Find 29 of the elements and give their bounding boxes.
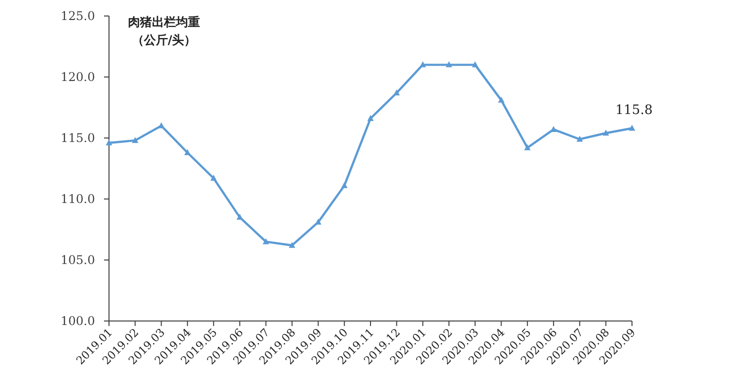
y-tick-label: 100.0 [60,314,95,328]
y-tick-label: 115.0 [60,131,95,145]
point [210,174,217,181]
point [602,130,610,136]
point [628,124,636,131]
point [472,61,478,68]
point [262,238,270,244]
point [393,89,400,96]
point [315,218,322,225]
point [367,114,374,121]
point [288,242,296,248]
point [524,144,531,150]
point [184,149,191,156]
point [236,214,243,220]
point [576,136,583,142]
point [158,122,164,128]
y-tick-label: 125.0 [60,9,95,23]
y-tick-label: 110.0 [60,192,95,206]
y-tick-label: 105.0 [60,253,95,267]
y-tick-label: 120.0 [60,70,95,84]
point [106,139,112,146]
point [341,182,348,188]
chart-title: 肉猪出栏均重 [128,15,200,29]
point [420,61,426,68]
point [446,61,452,68]
point [498,96,504,103]
point [132,136,138,143]
text: （公斤/头） [132,33,196,47]
annotation: 115.8 [615,103,653,118]
